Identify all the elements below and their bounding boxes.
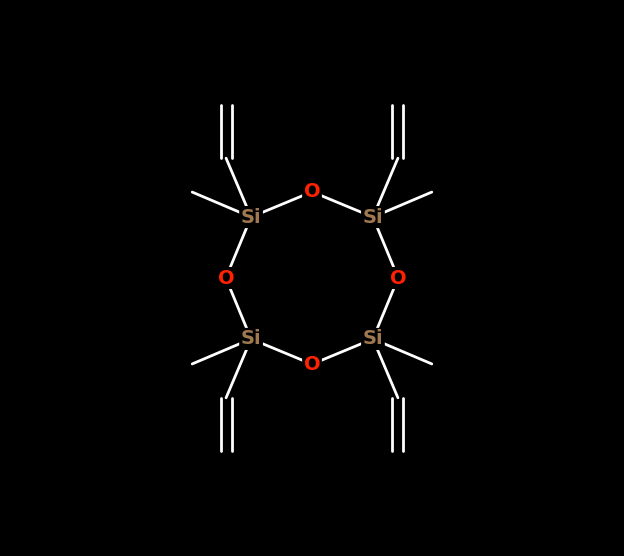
Text: Si: Si: [241, 207, 261, 226]
Text: Si: Si: [241, 330, 261, 349]
Text: Si: Si: [363, 330, 383, 349]
Text: Si: Si: [363, 207, 383, 226]
Text: O: O: [304, 182, 320, 201]
Text: O: O: [390, 269, 406, 287]
Text: O: O: [218, 269, 234, 287]
Text: O: O: [304, 355, 320, 374]
